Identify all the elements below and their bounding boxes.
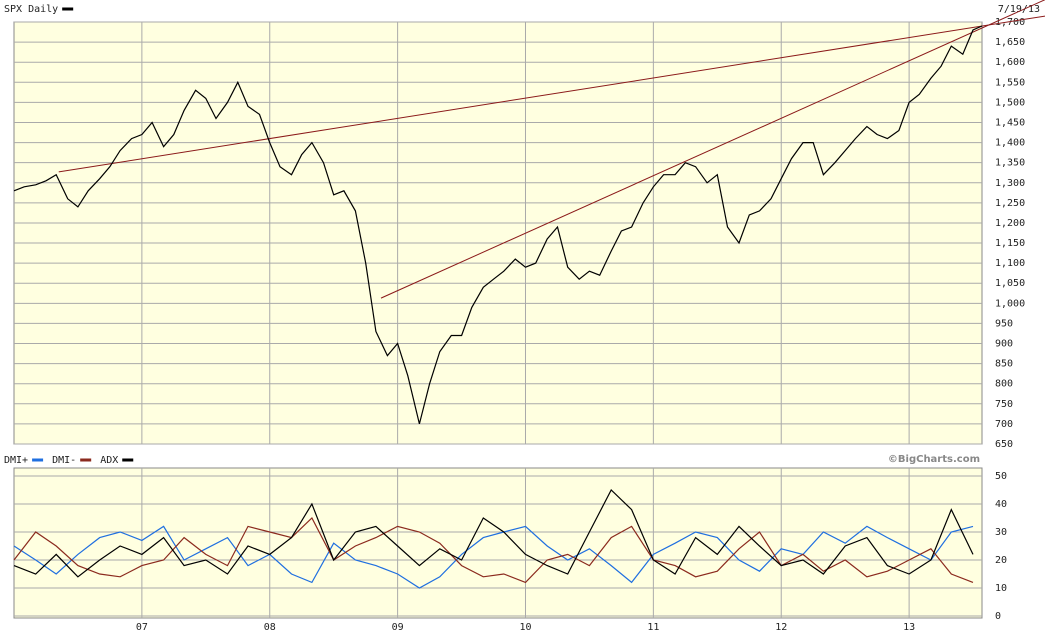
y-tick-label: 1,550 [995,77,1025,88]
y-tick-label: 800 [995,379,1013,390]
y-tick-label: 0 [995,611,1001,622]
y-tick-label: 950 [995,318,1013,329]
date-label: 7/19/13 [998,4,1040,15]
x-tick-label: 12 [775,622,787,633]
y-tick-label: 850 [995,359,1013,370]
y-tick-label: 1,600 [995,57,1025,68]
trend-line [380,0,1045,299]
source: ©BigCharts.com [888,454,980,465]
y-tick-label: 1,350 [995,158,1025,169]
y-tick-label: 700 [995,419,1013,430]
y-tick-label: 900 [995,339,1013,350]
x-tick-label: 08 [264,622,276,633]
indicator-panel [13,467,983,619]
y-tick-label: 1,400 [995,138,1025,149]
y-tick-label: 1,200 [995,218,1025,229]
y-tick-label: 1,500 [995,97,1025,108]
legend-label: SPX Daily [4,4,58,15]
y-tick-label: 1,700 [995,17,1025,28]
y-tick-label: 50 [995,471,1007,482]
legend-label: DMI- [52,455,76,466]
y-tick-label: 750 [995,399,1013,410]
y-tick-label: 30 [995,527,1007,538]
x-tick-label: 07 [136,622,148,633]
y-tick-label: 1,100 [995,258,1025,269]
trend-line [58,15,1045,173]
x-tick-label: 10 [519,622,531,633]
series-line [13,25,983,425]
y-tick-label: 1,650 [995,37,1025,48]
y-tick-label: 1,150 [995,238,1025,249]
x-tick-label: 09 [392,622,404,633]
y-tick-label: 1,300 [995,178,1025,189]
y-tick-label: 1,450 [995,117,1025,128]
series-line [13,517,974,584]
x-tick-label: 13 [903,622,915,633]
legend-swatch [32,458,44,462]
y-tick-label: 1,050 [995,278,1025,289]
legend-label: DMI+ [4,455,28,466]
y-tick-label: 20 [995,555,1007,566]
y-tick-label: 1,000 [995,298,1025,309]
legend-swatch [62,7,74,11]
series-line [13,525,974,589]
x-tick-label: 11 [647,622,659,633]
y-tick-label: 10 [995,583,1007,594]
legend-swatch [80,458,92,462]
y-tick-label: 40 [995,499,1007,510]
legend-swatch [122,458,134,462]
y-tick-label: 650 [995,439,1013,450]
series-line [13,489,974,578]
price-panel [13,21,983,445]
y-tick-label: 1,250 [995,198,1025,209]
legend-label: ADX [100,455,118,466]
